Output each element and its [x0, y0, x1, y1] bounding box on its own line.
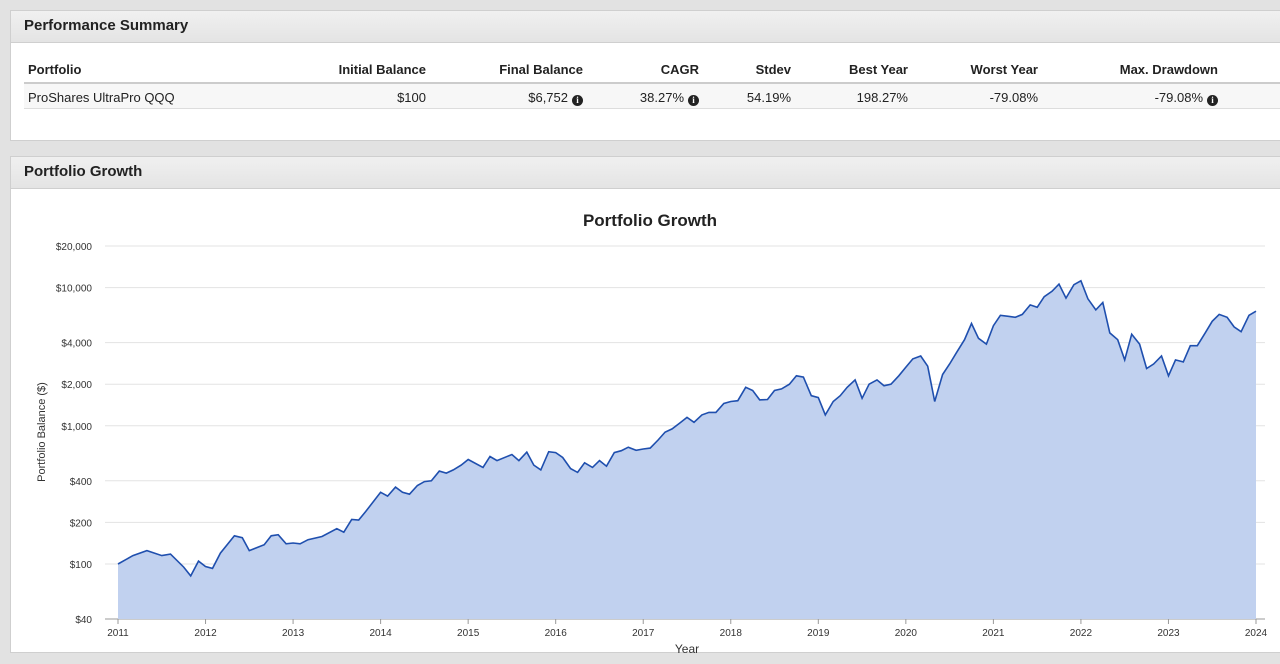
cell-text: -79.08% [1154, 90, 1203, 105]
column-header: Max. Drawdown [1120, 62, 1218, 77]
cell-text: Best Year [848, 62, 908, 77]
x-tick-label: 2023 [1157, 628, 1180, 639]
x-tick-label: 2020 [895, 628, 918, 639]
x-tick-label: 2017 [632, 628, 655, 639]
x-tick-label: 2011 [107, 628, 129, 639]
info-icon[interactable]: i [688, 95, 699, 106]
y-tick-label: $4,000 [61, 339, 92, 350]
chart-title: Portfolio Growth [583, 211, 717, 230]
x-tick-label: 2022 [1070, 628, 1093, 639]
table-cell: $6,752 i [528, 90, 583, 106]
cell-text: $100 [397, 90, 426, 105]
info-icon[interactable]: i [1207, 95, 1218, 106]
table-cell: -79.08% [990, 90, 1038, 105]
y-tick-label: $20,000 [56, 242, 93, 253]
y-tick-label: $40 [75, 615, 92, 626]
area [118, 280, 1256, 619]
x-tick-label: 2018 [720, 628, 743, 639]
x-tick-label: 2016 [545, 628, 568, 639]
cell-text: -79.08% [989, 90, 1038, 105]
table-cell: 54.19% [747, 90, 791, 105]
cell-text: ProShares UltraPro QQQ [28, 90, 175, 105]
table-cell: -79.08% i [1155, 90, 1218, 106]
line [117, 279, 1257, 578]
table-cell: 38.27% i [640, 90, 699, 106]
cell-text: Max. Drawdown [1119, 62, 1218, 77]
cell-text: 38.27% [639, 90, 684, 105]
y-axis-label: Portfolio Balance ($) [36, 382, 48, 482]
column-header: Final Balance [499, 62, 583, 77]
cell-text: Portfolio [28, 62, 82, 77]
column-header: Portfolio [28, 62, 81, 77]
y-tick-label: $400 [70, 477, 93, 488]
y-tick-label: $10,000 [56, 284, 93, 295]
y-tick-label: $200 [70, 518, 93, 529]
cell-text: CAGR [660, 62, 699, 77]
x-tick-label: 2012 [194, 628, 217, 639]
x-axis-label: Year [675, 642, 699, 656]
x-tick-label: 2024 [1245, 628, 1268, 639]
cell-text: Worst Year [970, 62, 1038, 77]
summary-panel: Performance Summary Portfolio Initial Bal… [10, 10, 1280, 141]
column-header: Stdev [756, 62, 791, 77]
y-tick-label: $2,000 [61, 380, 92, 391]
table-cell: $100 [397, 90, 426, 105]
column-header: Initial Balance [339, 62, 426, 77]
cell-text: $6,752 [528, 90, 568, 105]
cell-text: Final Balance [499, 62, 583, 77]
x-tick-label: 2013 [282, 628, 305, 639]
column-header: CAGR [661, 62, 699, 77]
table-cell: ProShares UltraPro QQQ [28, 90, 175, 105]
cell-text: Initial Balance [338, 62, 426, 77]
panel-title: Performance Summary [11, 11, 1280, 43]
info-icon[interactable]: i [572, 95, 583, 106]
x-tick-label: 2014 [369, 628, 392, 639]
y-tick-label: $100 [70, 560, 93, 571]
column-header: Worst Year [971, 62, 1038, 77]
cell-text: 198.27% [856, 90, 908, 105]
header-rule [24, 82, 1280, 84]
cell-text: 54.19% [746, 90, 791, 105]
column-header: Best Year [849, 62, 908, 77]
y-tick-label: $1,000 [61, 422, 92, 433]
x-tick-label: 2019 [807, 628, 830, 639]
x-tick-label: 2015 [457, 628, 480, 639]
cell-text: Stdev [755, 62, 791, 77]
x-tick-label: 2021 [982, 628, 1005, 639]
panel-title: Portfolio Growth [11, 157, 1280, 189]
row-bg [24, 84, 1280, 109]
table-cell: 198.27% [857, 90, 908, 105]
